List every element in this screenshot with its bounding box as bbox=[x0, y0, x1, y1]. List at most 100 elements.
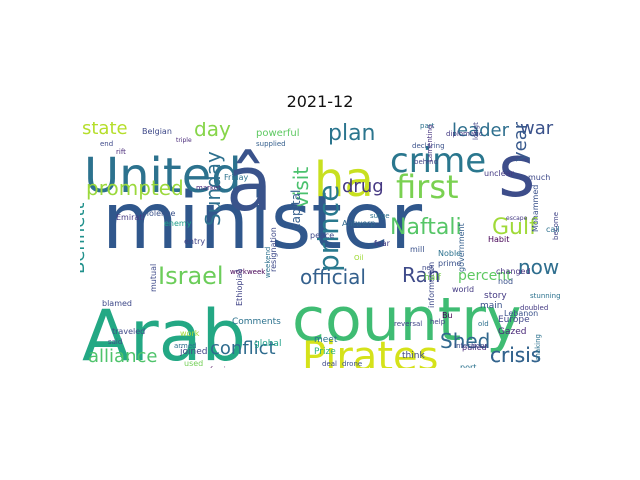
word-cloud-word: drone bbox=[342, 360, 362, 368]
word-cloud-word: Shed bbox=[440, 329, 490, 353]
word-cloud-word: pulled bbox=[462, 343, 487, 352]
word-cloud-word: United bbox=[84, 148, 242, 204]
word-cloud-word: Emirati bbox=[116, 213, 145, 222]
word-cloud-word: prime bbox=[438, 259, 461, 268]
word-cloud-word: weekend bbox=[264, 247, 272, 278]
word-cloud-word: supplied bbox=[256, 140, 286, 148]
word-cloud-word: crisis bbox=[490, 343, 541, 367]
word-cloud-word: visit bbox=[289, 167, 313, 208]
word-cloud-word: entry bbox=[184, 237, 205, 246]
word-cloud-word: official bbox=[300, 265, 366, 289]
word-cloud-word: Mohammed bbox=[531, 185, 540, 232]
word-cloud-word: old bbox=[478, 320, 489, 328]
word-cloud-word: global bbox=[254, 339, 281, 349]
word-cloud-word: rift bbox=[116, 148, 126, 156]
word-cloud-word: Infections bbox=[454, 342, 489, 350]
word-cloud-word: armed bbox=[174, 342, 197, 350]
word-cloud-word: violence bbox=[142, 209, 175, 218]
word-cloud-word: ha bbox=[314, 152, 374, 208]
word-cloud-word: surge bbox=[370, 212, 390, 220]
word-cloud-word: capital bbox=[289, 190, 303, 230]
word-cloud-word: Ethiopiaâ bbox=[235, 268, 244, 306]
word-cloud-word: Sunday bbox=[201, 151, 225, 226]
word-cloud-word: Noble bbox=[438, 249, 461, 258]
word-cloud-word: Ran bbox=[402, 263, 440, 287]
word-cloud-word: story bbox=[484, 291, 507, 301]
word-cloud-word: said bbox=[108, 338, 122, 346]
word-cloud-word: crisis bbox=[490, 343, 541, 367]
word-cloud-word: country bbox=[292, 285, 521, 355]
word-cloud-word: first bbox=[396, 168, 459, 206]
word-cloud-word: become bbox=[552, 212, 560, 240]
word-cloud-word: percent bbox=[458, 268, 512, 284]
word-cloud-word: plan bbox=[328, 122, 376, 146]
word-cloud-word: Gulf bbox=[492, 215, 538, 240]
word-cloud-word: minister bbox=[102, 177, 423, 267]
word-cloud-word: work bbox=[180, 329, 200, 338]
word-cloud-word: Friday bbox=[224, 173, 249, 182]
word-cloud-word: day bbox=[194, 122, 231, 141]
word-cloud-word: enemy bbox=[164, 219, 192, 228]
word-cloud-word: stunning bbox=[530, 292, 561, 300]
word-cloud-word: state bbox=[82, 122, 128, 139]
word-cloud-word: call bbox=[546, 225, 560, 234]
word-cloud-word: Pirates bbox=[302, 334, 438, 368]
word-cloud-word: Gazed bbox=[498, 327, 526, 337]
word-cloud-word: mill bbox=[410, 245, 424, 254]
word-cloud-word: fear bbox=[374, 239, 391, 248]
word-cloud-word: doubled bbox=[520, 304, 548, 312]
word-cloud-word: war bbox=[520, 122, 554, 139]
word-cloud-word: Oil bbox=[354, 254, 363, 262]
word-cloud-word: powerful bbox=[256, 128, 300, 139]
word-cloud-word: meet bbox=[314, 335, 338, 345]
word-cloud-word: joined bbox=[179, 347, 207, 357]
word-cloud-word: Bu bbox=[442, 311, 453, 320]
word-cloud-word: much bbox=[528, 173, 550, 182]
word-cloud-word: mutual bbox=[149, 264, 158, 292]
word-cloud-word: escape bbox=[506, 215, 528, 222]
word-cloud-word: government bbox=[457, 223, 466, 272]
word-cloud-word: Lamenting bbox=[426, 125, 434, 162]
word-cloud-word: nod bbox=[498, 277, 513, 286]
word-cloud-word: deal bbox=[322, 360, 337, 368]
word-cloud-word: Prize bbox=[314, 347, 336, 357]
word-cloud-word: Israel bbox=[158, 262, 224, 290]
word-cloud-word: year bbox=[510, 122, 531, 162]
word-cloud-word: information bbox=[427, 262, 436, 308]
word-cloud-word: declaring bbox=[412, 142, 445, 150]
word-cloud-word: end bbox=[100, 140, 113, 148]
word-cloud-word: resignation bbox=[269, 227, 278, 272]
word-cloud-word: net bbox=[422, 264, 434, 272]
word-cloud-word: Bennett bbox=[80, 203, 89, 274]
word-cloud-word: alliance bbox=[88, 346, 157, 367]
word-cloud-word: think bbox=[402, 351, 425, 361]
word-cloud-word: part bbox=[420, 122, 435, 130]
word-cloud-word: triple bbox=[176, 137, 192, 144]
word-cloud-word: longtime bbox=[472, 122, 480, 140]
word-cloud-word: used bbox=[184, 359, 203, 368]
word-cloud-word: traveled bbox=[112, 327, 145, 336]
word-cloud-word: crime bbox=[390, 141, 486, 181]
word-cloud-word: making bbox=[534, 334, 542, 360]
word-cloud-word: Lebanon bbox=[504, 309, 538, 318]
word-cloud-word: world bbox=[452, 285, 474, 294]
word-cloud-word: prince bbox=[312, 185, 345, 272]
word-cloud-word: Antwerp bbox=[342, 219, 376, 228]
word-cloud-word: foreign bbox=[210, 366, 235, 368]
word-cloud-word: conflict bbox=[210, 338, 276, 359]
word-cloud-word: blamed bbox=[102, 299, 132, 308]
word-cloud-word: reversal bbox=[394, 320, 422, 328]
word-cloud-word: Habit bbox=[488, 235, 509, 244]
word-cloud-word: Naftali bbox=[390, 215, 462, 240]
word-cloud-word: Europe bbox=[498, 315, 530, 325]
word-cloud-word: diplomatic bbox=[446, 130, 483, 138]
word-cloud-word: now bbox=[518, 255, 559, 279]
word-cloud-word: s bbox=[498, 129, 536, 213]
word-cloud-word: port bbox=[460, 363, 476, 368]
word-cloud-word: main bbox=[480, 301, 503, 311]
word-cloud-word: leader bbox=[452, 122, 510, 141]
word-cloud-word: changed bbox=[496, 267, 531, 276]
word-cloud-word: prompted bbox=[86, 176, 184, 200]
word-cloud-word: â bbox=[226, 139, 273, 228]
